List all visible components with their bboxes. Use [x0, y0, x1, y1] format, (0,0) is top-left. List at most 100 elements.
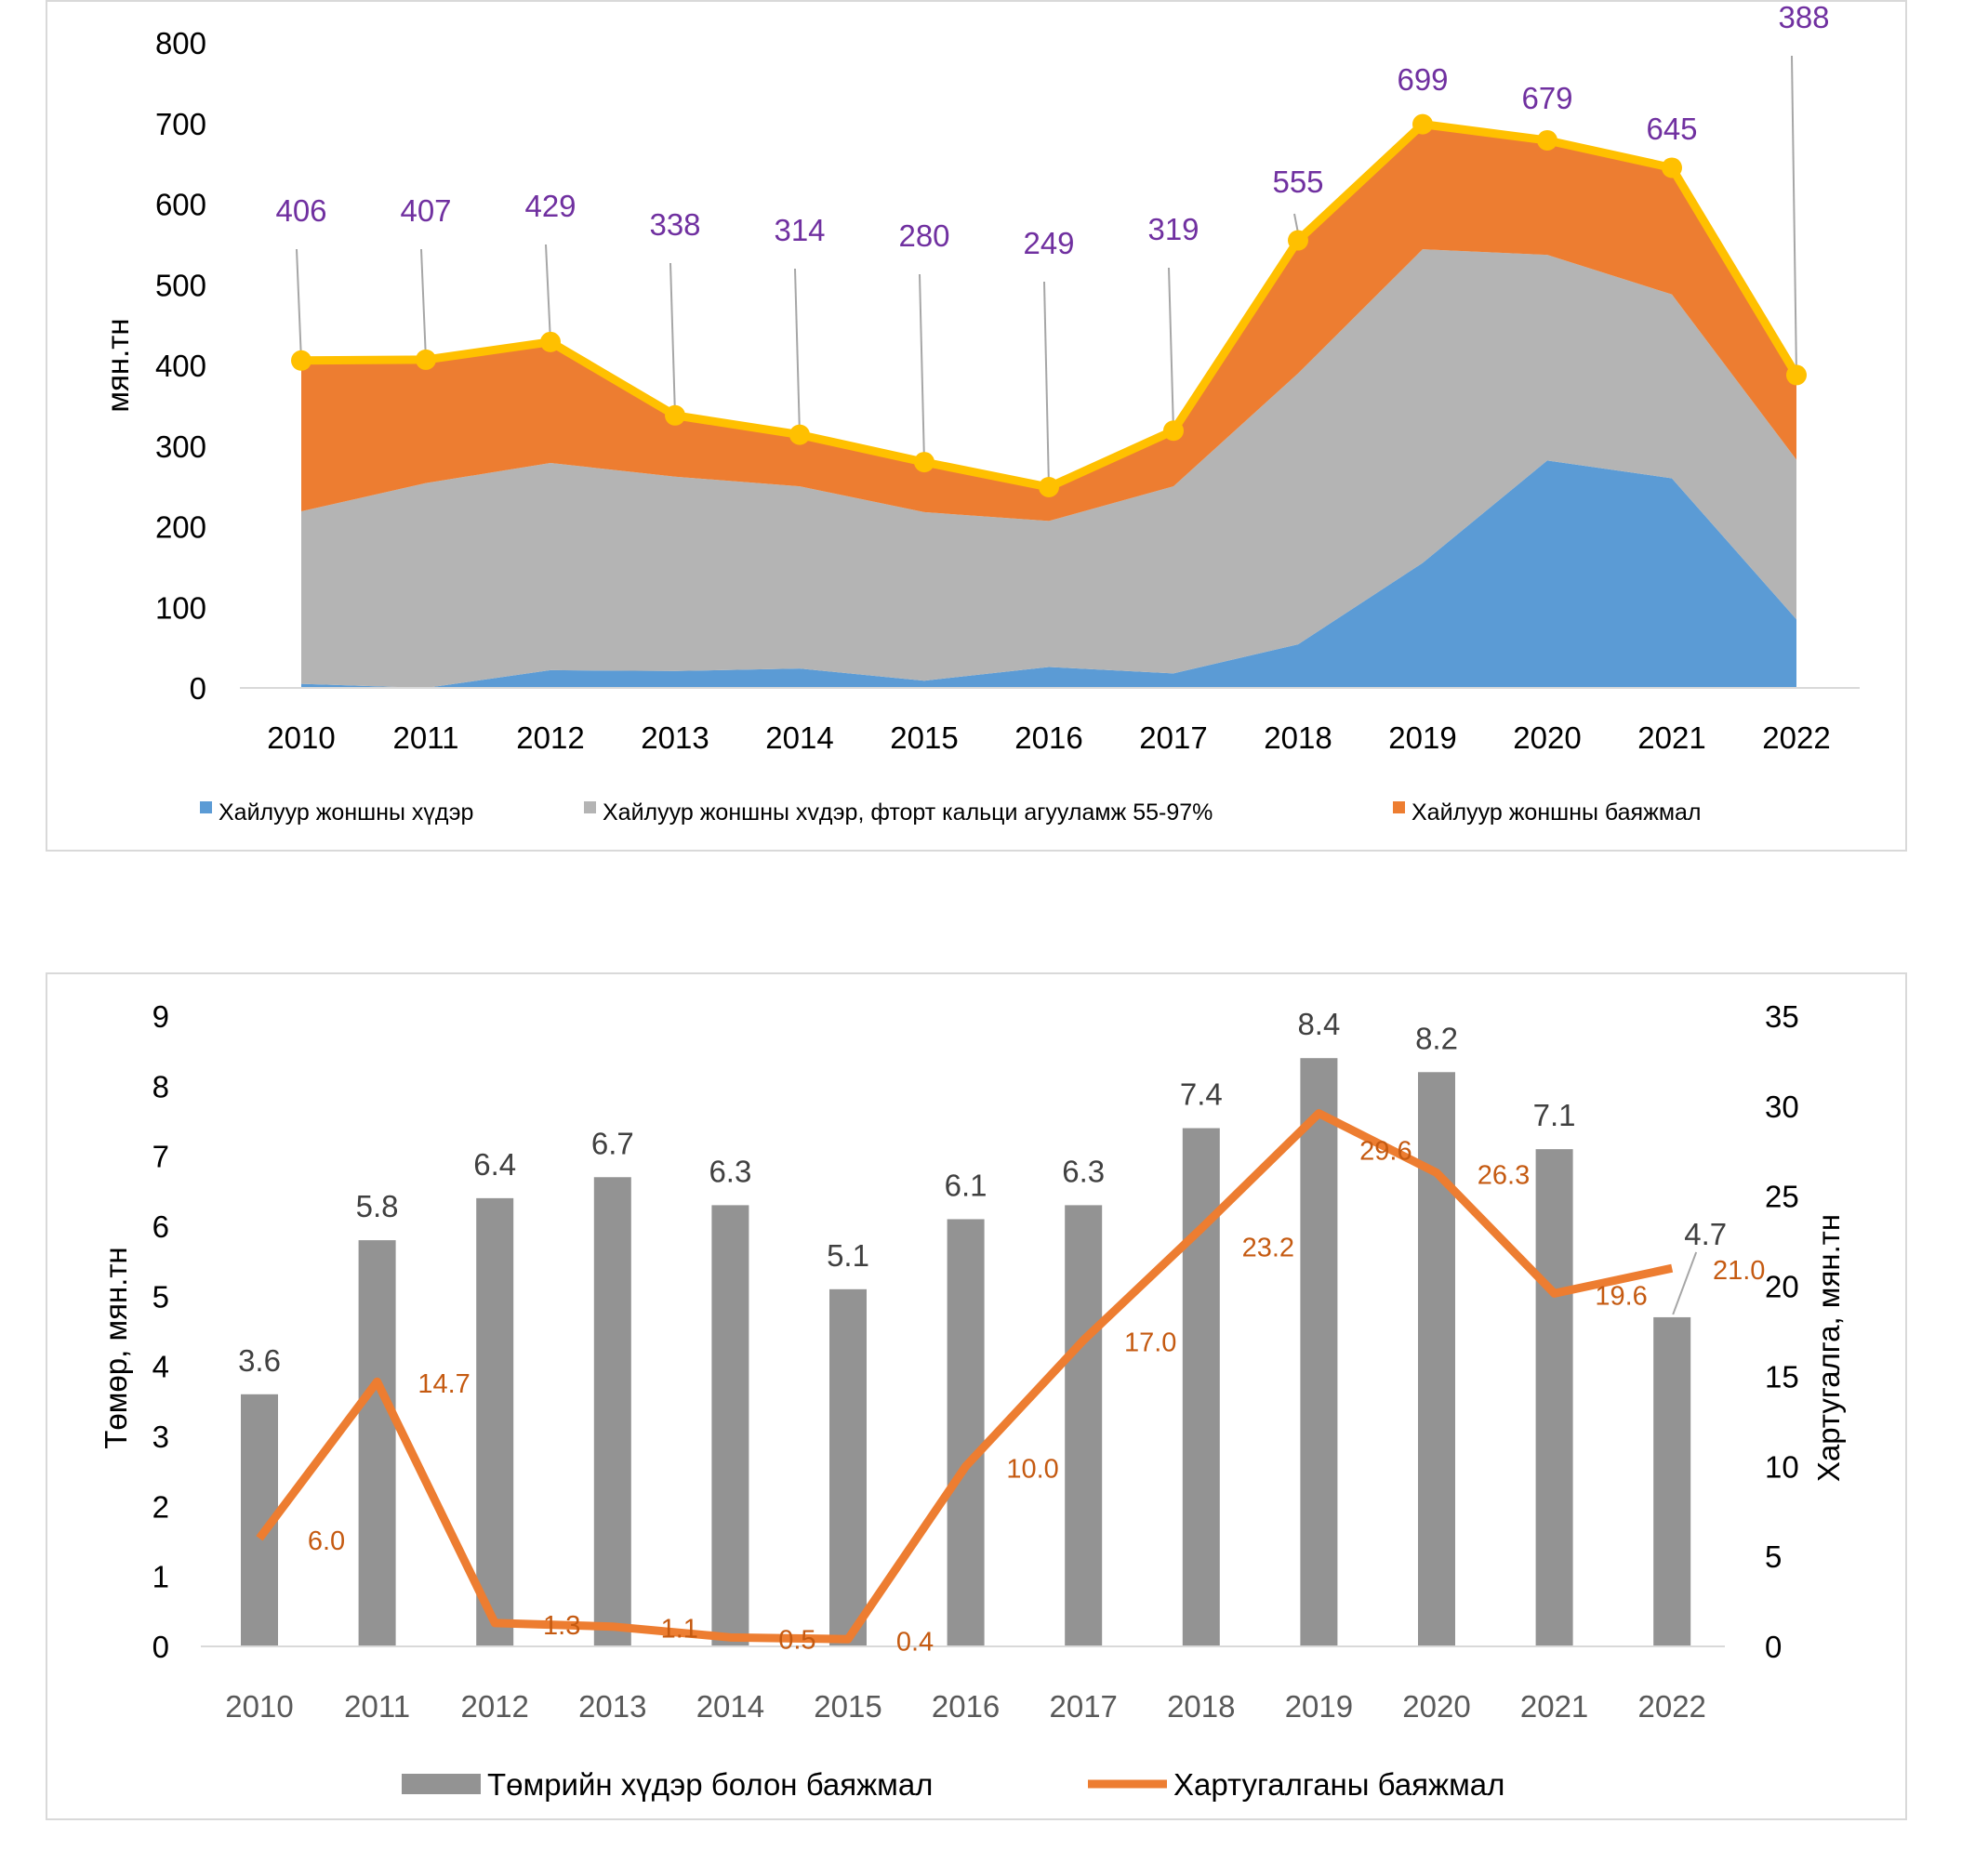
bar-data-label: 6.1: [945, 1168, 987, 1202]
bar-data-label: 8.2: [1415, 1021, 1458, 1055]
x-tick-label: 2021: [1637, 720, 1705, 755]
total-data-label: 555: [1272, 165, 1323, 199]
total-data-label: 314: [774, 213, 825, 247]
x-tick-label: 2022: [1637, 1689, 1705, 1724]
total-data-label: 406: [275, 193, 326, 228]
legend-swatch-bar: [402, 1774, 481, 1794]
bar: [1300, 1058, 1338, 1646]
line-data-label: 14.7: [417, 1369, 470, 1399]
line-series: [256, 1109, 1674, 1644]
leader-line: [919, 273, 925, 463]
y2-tick-label: 35: [1765, 999, 1799, 1034]
total-data-label: 388: [1778, 0, 1829, 34]
x-tick-label: 2013: [641, 720, 709, 755]
x-tick-label: 2011: [344, 1689, 410, 1724]
line-data-label: 26.3: [1478, 1161, 1530, 1191]
leader-line: [1043, 281, 1050, 488]
y-tick-label: 0: [152, 1630, 169, 1664]
line-data-label: 1.1: [661, 1615, 698, 1645]
bar: [358, 1240, 396, 1646]
legend-label-line: Хартугалганы баяжмал: [1173, 1767, 1504, 1802]
x-tick-label: 2013: [578, 1689, 646, 1724]
total-marker: [1039, 476, 1059, 497]
total-marker: [1288, 230, 1308, 251]
bar: [829, 1288, 867, 1646]
x-tick-label: 2011: [393, 720, 459, 755]
bar-data-label: 6.7: [591, 1126, 634, 1160]
y-tick-label: 700: [155, 107, 206, 141]
x-tick-label: 2015: [814, 1689, 881, 1724]
x-tick-label: 2016: [932, 1689, 1000, 1724]
bar-data-label: 7.4: [1180, 1077, 1223, 1112]
legend-label-3: Хайлуур жоншны баяжмал: [1411, 799, 1702, 826]
x-tick-label: 2021: [1520, 1689, 1588, 1724]
total-marker: [914, 452, 934, 473]
legend-swatch-3: [1393, 801, 1405, 813]
x-tick-label: 2010: [267, 720, 335, 755]
bar-data-label: 5.8: [356, 1189, 399, 1223]
bar-data-label: 4.7: [1684, 1217, 1727, 1251]
y-tick-label: 4: [152, 1350, 169, 1384]
line-data-label: 0.5: [778, 1625, 815, 1655]
y2-tick-label: 30: [1765, 1090, 1799, 1124]
x-tick-label: 2017: [1049, 1689, 1117, 1724]
total-marker: [1537, 129, 1557, 151]
x-tick-label: 2012: [516, 720, 584, 755]
line-data-label: 6.0: [308, 1526, 345, 1556]
line-data-label: 10.0: [1006, 1454, 1058, 1484]
y2-tick-label: 5: [1765, 1539, 1782, 1574]
y-tick-label: 500: [155, 268, 206, 302]
x-tick-label: 2012: [460, 1689, 528, 1724]
y2-tick-label: 15: [1765, 1359, 1799, 1394]
y-tick-label: 800: [155, 26, 206, 60]
line-data-label: 1.3: [543, 1611, 580, 1641]
x-tick-label: 2019: [1285, 1689, 1353, 1724]
x-tick-label: 2015: [890, 720, 958, 755]
x-tick-label: 2018: [1167, 1689, 1235, 1724]
x-tick-label: 2018: [1264, 720, 1332, 755]
area-series-1: [301, 460, 1796, 688]
y2-tick-label: 0: [1765, 1630, 1782, 1664]
total-data-label: 679: [1521, 81, 1572, 115]
bar: [476, 1197, 514, 1646]
line-data-label: 19.6: [1595, 1281, 1647, 1311]
total-marker: [1662, 157, 1682, 178]
y-tick-label: 2: [152, 1489, 169, 1524]
bar: [593, 1177, 631, 1646]
legend-label-2: Хайлуур жоншны хvдэр, фторт кальци агуул…: [603, 799, 1213, 826]
y2-axis-title: Хартугалга, мян.тн: [1811, 1214, 1846, 1482]
bar-data-label: 7.1: [1533, 1098, 1576, 1132]
x-tick-label: 2014: [765, 720, 833, 755]
total-data-label: 645: [1646, 112, 1697, 146]
total-marker: [665, 404, 685, 426]
bar: [1653, 1316, 1691, 1646]
total-data-label: 249: [1023, 226, 1074, 260]
y-tick-label: 300: [155, 429, 206, 464]
bar: [1418, 1072, 1455, 1646]
line-data-label: 17.0: [1124, 1328, 1176, 1358]
total-data-label: 429: [524, 189, 576, 223]
legend-label-1: Хайлуур жоншны хүдэр: [219, 799, 473, 826]
x-tick-label: 2016: [1014, 720, 1082, 755]
leader-line: [1672, 1251, 1698, 1315]
y-tick-label: 100: [155, 590, 206, 625]
total-data-label: 280: [898, 218, 949, 253]
y-tick-label: 0: [190, 671, 206, 706]
leader-line: [794, 268, 801, 435]
y-tick-label: 7: [152, 1140, 169, 1174]
bar-data-label: 6.4: [473, 1147, 516, 1182]
total-marker: [291, 350, 311, 371]
total-marker: [1412, 113, 1433, 135]
total-marker: [1163, 420, 1184, 442]
y-tick-label: 200: [155, 510, 206, 545]
leader-line: [1293, 213, 1299, 233]
leader-line: [545, 244, 551, 342]
x-tick-label: 2010: [225, 1689, 293, 1724]
line-data-label: 23.2: [1242, 1234, 1294, 1263]
leader-line: [420, 248, 427, 360]
y-tick-label: 8: [152, 1069, 169, 1103]
bar: [711, 1205, 749, 1646]
y2-tick-label: 10: [1765, 1449, 1799, 1484]
y-tick-label: 400: [155, 349, 206, 383]
total-data-label: 319: [1147, 212, 1199, 246]
